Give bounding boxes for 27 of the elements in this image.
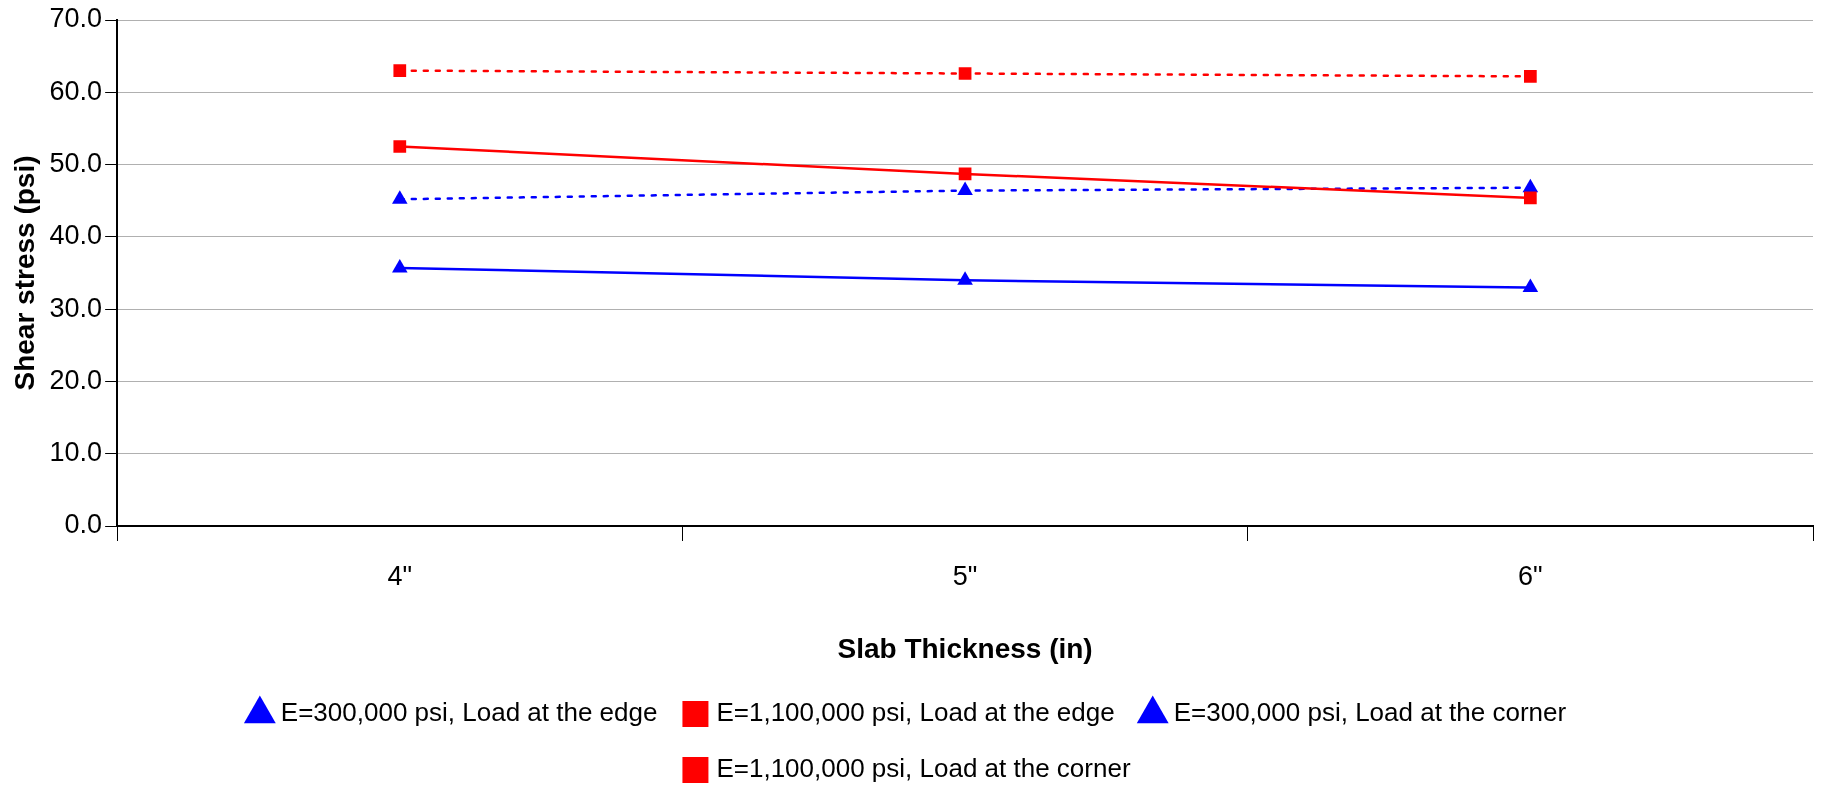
x-axis-title: Slab Thickness (in) [837,632,1093,664]
point [957,181,973,196]
legend-label: E=1,100,000 psi, Load at the edge [716,697,1115,728]
y-tick-label: 60.0 [49,75,103,106]
point [393,64,407,77]
point [1523,70,1537,83]
y-tick-label: 50.0 [49,148,103,179]
x-tick-label: 5" [952,560,978,591]
point [1523,191,1537,205]
point [1522,278,1539,292]
y-tick-label: 70.0 [49,3,103,34]
y-tick-label: 40.0 [49,220,103,251]
point [957,271,973,285]
y-tick-label: 30.0 [49,292,103,323]
y-tick-label: 10.0 [49,437,103,468]
y-axis-title: Shear stress (psi) [8,155,40,391]
x-tick-label: 6" [1518,560,1543,591]
point [393,140,407,153]
legend-label: E=300,000 psi, Load at the edge [280,697,658,728]
y-tick-label: 0.0 [64,509,103,540]
legend-label: E=1,100,000 psi, Load at the corner [716,753,1131,784]
point [958,67,972,80]
point [392,258,408,273]
point [392,190,408,204]
y-tick-label: 20.0 [49,364,103,395]
x-tick-label: 4" [387,560,413,591]
legend-label: E=300,000 psi, Load at the corner [1173,697,1567,728]
